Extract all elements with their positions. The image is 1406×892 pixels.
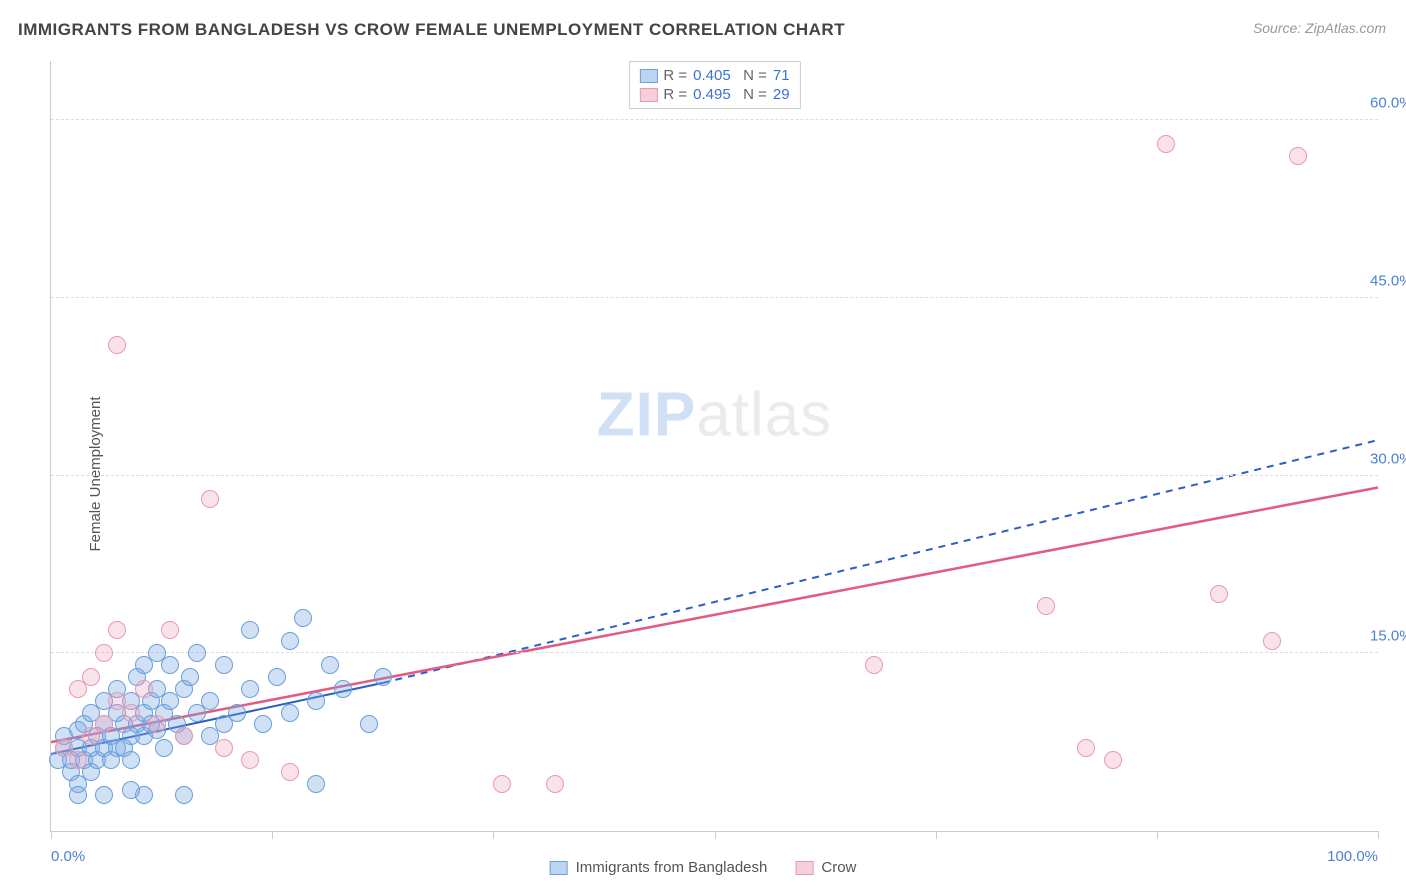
data-point [161, 656, 179, 674]
x-tick [272, 831, 273, 839]
x-tick [51, 831, 52, 839]
series-legend: Immigrants from Bangladesh Crow [550, 859, 857, 876]
data-point [201, 692, 219, 710]
page-title: IMMIGRANTS FROM BANGLADESH VS CROW FEMAL… [18, 20, 845, 39]
data-point [122, 751, 140, 769]
data-point [493, 775, 511, 793]
gridline [51, 652, 1378, 653]
data-point [95, 786, 113, 804]
data-point [108, 621, 126, 639]
data-point [268, 668, 286, 686]
data-point [161, 621, 179, 639]
gridline [51, 475, 1378, 476]
data-point [175, 786, 193, 804]
data-point [69, 786, 87, 804]
data-point [69, 751, 87, 769]
data-point [1210, 585, 1228, 603]
data-point [215, 656, 233, 674]
data-point [155, 739, 173, 757]
data-point [374, 668, 392, 686]
data-point [175, 727, 193, 745]
data-point [122, 781, 140, 799]
data-point [188, 644, 206, 662]
data-point [122, 704, 140, 722]
data-point [307, 775, 325, 793]
data-point [1263, 632, 1281, 650]
x-tick [1157, 831, 1158, 839]
data-point [181, 668, 199, 686]
scatter-plot: ZIPatlas R = 0.405 N = 71 R = 0.495 N = … [50, 61, 1378, 832]
trend-lines [51, 61, 1378, 831]
r-value: 0.495 [693, 86, 737, 103]
x-tick [493, 831, 494, 839]
gridline [51, 297, 1378, 298]
legend-row-blue: R = 0.405 N = 71 [639, 66, 789, 85]
data-point [1104, 751, 1122, 769]
y-tick-label: 15.0% [1370, 628, 1406, 645]
y-tick-label: 60.0% [1370, 95, 1406, 112]
data-point [1037, 597, 1055, 615]
data-point [108, 336, 126, 354]
swatch-icon [639, 69, 657, 83]
data-point [241, 621, 259, 639]
y-tick-label: 30.0% [1370, 450, 1406, 467]
gridline [51, 119, 1378, 120]
y-tick-label: 45.0% [1370, 272, 1406, 289]
data-point [241, 680, 259, 698]
data-point [95, 715, 113, 733]
legend-item-blue: Immigrants from Bangladesh [550, 859, 768, 876]
data-point [546, 775, 564, 793]
n-value: 71 [773, 67, 790, 84]
chart-container: Female Unemployment ZIPatlas R = 0.405 N… [0, 55, 1406, 892]
n-value: 29 [773, 86, 790, 103]
data-point [307, 692, 325, 710]
legend-row-pink: R = 0.495 N = 29 [639, 85, 789, 104]
data-point [82, 668, 100, 686]
data-point [254, 715, 272, 733]
data-point [1157, 135, 1175, 153]
data-point [281, 704, 299, 722]
data-point [360, 715, 378, 733]
swatch-icon [639, 88, 657, 102]
data-point [201, 490, 219, 508]
x-tick [715, 831, 716, 839]
data-point [865, 656, 883, 674]
data-point [281, 763, 299, 781]
legend-item-pink: Crow [795, 859, 856, 876]
data-point [321, 656, 339, 674]
data-point [135, 680, 153, 698]
data-point [228, 704, 246, 722]
data-point [241, 751, 259, 769]
r-value: 0.405 [693, 67, 737, 84]
correlation-legend: R = 0.405 N = 71 R = 0.495 N = 29 [628, 61, 800, 109]
x-tick-label: 100.0% [1327, 848, 1378, 865]
data-point [1077, 739, 1095, 757]
data-point [95, 644, 113, 662]
data-point [215, 739, 233, 757]
source-attribution: Source: ZipAtlas.com [1253, 20, 1386, 36]
x-tick-label: 0.0% [51, 848, 85, 865]
data-point [281, 632, 299, 650]
data-point [294, 609, 312, 627]
swatch-icon [550, 861, 568, 875]
data-point [148, 715, 166, 733]
data-point [334, 680, 352, 698]
swatch-icon [795, 861, 813, 875]
data-point [1289, 147, 1307, 165]
x-tick [1378, 831, 1379, 839]
x-tick [936, 831, 937, 839]
